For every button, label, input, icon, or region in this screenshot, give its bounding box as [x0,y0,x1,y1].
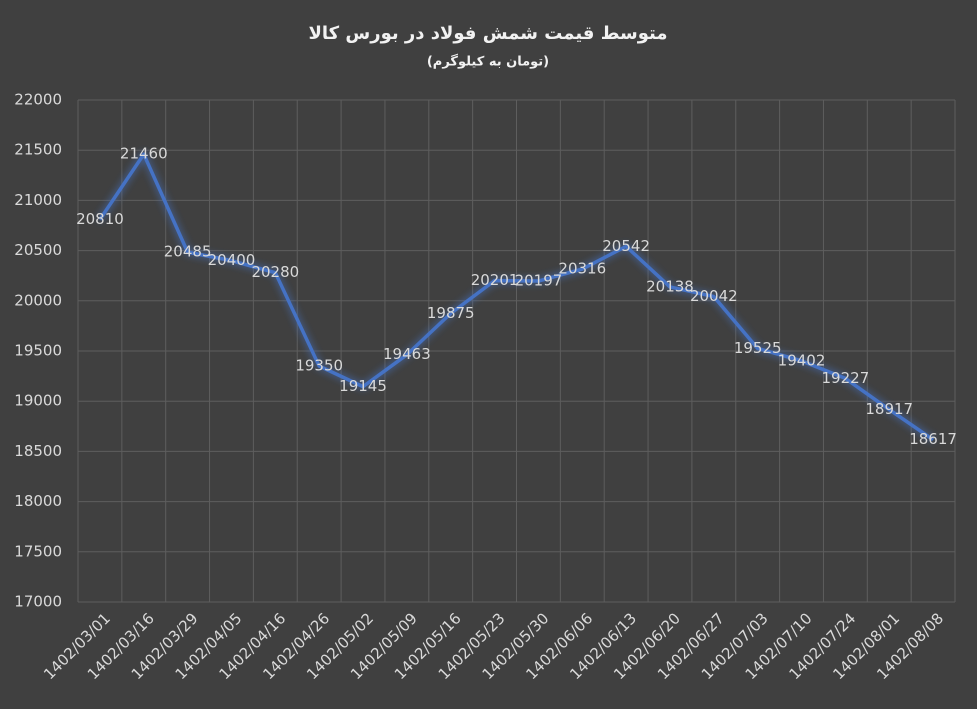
data-label: 19145 [339,377,387,395]
data-label: 19525 [734,339,782,357]
y-tick-label: 17000 [14,593,62,611]
y-tick-label: 19000 [14,392,62,410]
data-label: 20201 [471,271,519,289]
y-tick-label: 17500 [14,542,62,560]
y-tick-label: 21000 [14,191,62,209]
data-label: 20280 [251,263,299,281]
data-label: 19227 [822,369,870,387]
y-tick-label: 20000 [14,291,62,309]
data-label: 20316 [558,260,606,278]
data-label: 20400 [208,251,256,269]
y-tick-label: 18500 [14,442,62,460]
data-label: 20197 [515,272,563,290]
data-label: 18917 [865,400,913,418]
data-label: 20810 [76,210,124,228]
data-label: 20542 [602,237,650,255]
data-label: 20485 [164,243,212,261]
y-tick-label: 21500 [14,141,62,159]
chart-subtitle: (تومان به کیلوگرم) [427,54,549,70]
data-label: 20138 [646,277,694,295]
data-label: 19875 [427,304,475,322]
y-tick-label: 18000 [14,492,62,510]
data-label: 18617 [909,430,957,448]
data-label: 19463 [383,345,431,363]
data-label: 20042 [690,287,738,305]
line [98,152,935,442]
chart-title: متوسط قیمت شمش فولاد در بورس کالا [308,23,667,44]
data-label: 19402 [778,351,826,369]
y-tick-label: 20500 [14,241,62,259]
y-tick-label: 22000 [14,91,62,109]
data-label: 19350 [295,357,343,375]
y-tick-label: 19500 [14,342,62,360]
data-label: 21460 [120,145,168,163]
